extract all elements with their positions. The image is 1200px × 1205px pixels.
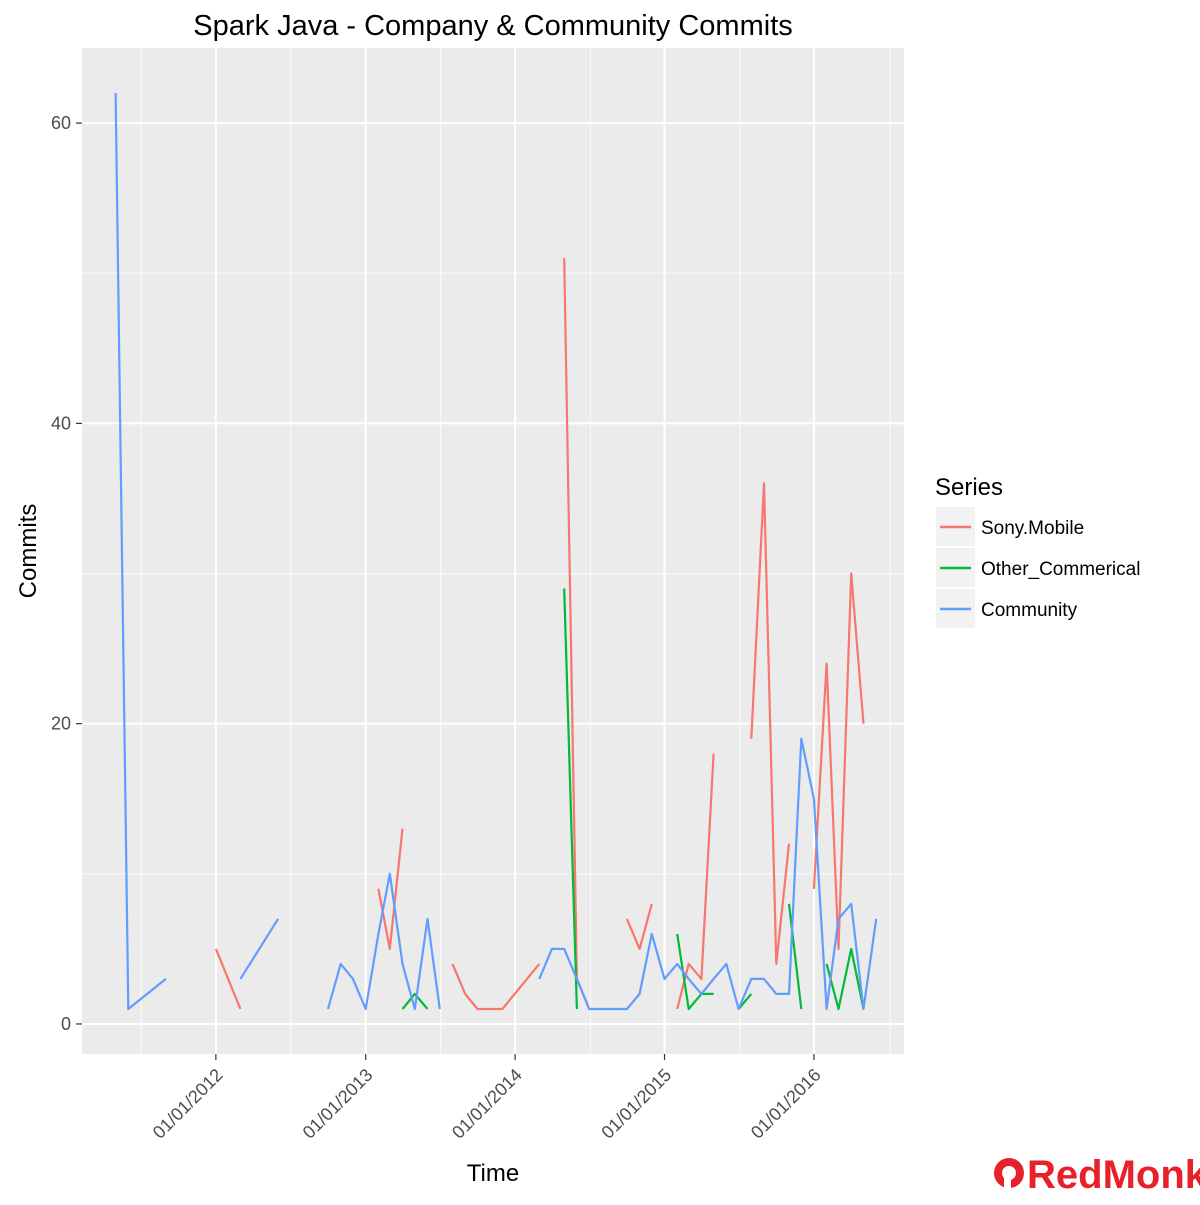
series-line-community xyxy=(538,737,878,1011)
series-line-other-commerical xyxy=(563,588,578,1010)
series-line-community xyxy=(114,92,167,1011)
y-axis-title: Commits xyxy=(15,504,42,599)
x-axis: 01/01/2012 01/01/2013 01/01/2014 01/01/2015… xyxy=(149,1054,825,1143)
series-line-community xyxy=(239,918,280,980)
y-axis: 0 20 40 60 xyxy=(51,113,82,1034)
series-line-other-commerical xyxy=(401,992,429,1010)
x-tick-label: 01/01/2012 xyxy=(149,1065,227,1143)
y-tick-label: 60 xyxy=(51,113,71,133)
x-tick-label: 01/01/2016 xyxy=(747,1065,825,1143)
brand-name: RedMonk xyxy=(1027,1153,1200,1197)
x-tick-label: 01/01/2013 xyxy=(299,1065,377,1143)
x-tick-label: 01/01/2014 xyxy=(448,1065,526,1143)
series-line-sony-mobile xyxy=(451,963,541,1011)
series-line-sony-mobile xyxy=(812,572,865,951)
series-line-sony-mobile xyxy=(214,948,242,1010)
legend-label-sony-mobile: Sony.Mobile xyxy=(981,518,1084,539)
series-line-sony-mobile xyxy=(750,482,791,966)
redmonk-mark-icon xyxy=(994,1158,1024,1189)
legend: Series Sony.Mobile Other_Commerical Commun… xyxy=(935,474,1140,628)
redmonk-logo: RedMonk xyxy=(994,1153,1200,1197)
series-line-community xyxy=(326,872,441,1011)
y-tick-label: 20 xyxy=(51,714,71,734)
x-axis-title: Time xyxy=(467,1160,519,1187)
minor-gridlines xyxy=(82,48,904,1054)
series-line-other-commerical xyxy=(825,947,865,1011)
series-line-sony-mobile xyxy=(676,753,715,1010)
chart-title: Spark Java - Company & Community Commits xyxy=(193,10,793,42)
series-line-other-commerical xyxy=(787,903,803,1010)
plot-panel xyxy=(82,48,904,1054)
series-line-sony-mobile xyxy=(625,903,653,951)
y-tick-label: 0 xyxy=(61,1014,71,1034)
legend-label-community: Community xyxy=(981,600,1078,621)
y-tick-label: 40 xyxy=(51,413,71,433)
legend-label-other-commerical: Other_Commerical xyxy=(981,559,1140,580)
series-lines xyxy=(114,92,878,1011)
x-tick-label: 01/01/2015 xyxy=(598,1065,676,1143)
major-gridlines xyxy=(82,48,904,1054)
legend-title: Series xyxy=(935,474,1003,501)
legend-items: Sony.Mobile Other_Commerical Community xyxy=(936,507,1140,628)
